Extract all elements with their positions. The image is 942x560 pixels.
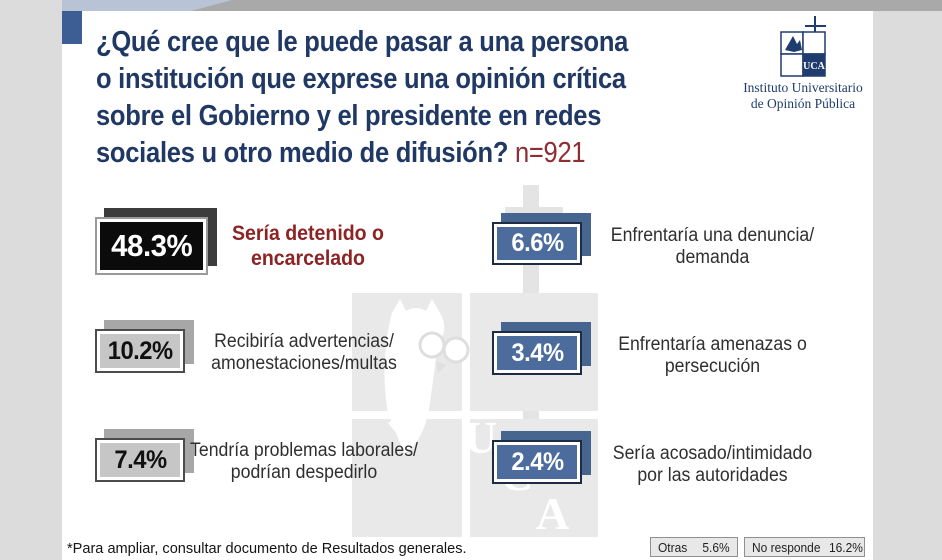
result-value: 2.4% — [510, 447, 564, 476]
top-bar-accent-shape — [62, 0, 232, 11]
watermark-letter-a: A — [536, 488, 569, 539]
footnote: *Para ampliar, consultar documento de Re… — [67, 540, 467, 557]
no-responde-label: No responde — [752, 539, 821, 555]
logo-dove-icon — [785, 36, 802, 52]
result-label-denuncia: Enfrentaría una denuncia/ demanda — [610, 225, 815, 268]
box-frame: 48.3% — [95, 217, 208, 275]
result-value: 3.4% — [510, 338, 564, 367]
result-label-acosado: Sería acosado/intimidado por las autorid… — [612, 443, 813, 486]
result-value: 48.3% — [110, 228, 193, 263]
result-label-laborales: Tendría problemas laborales/ podrían des… — [190, 440, 418, 483]
uca-watermark: U C A — [352, 185, 598, 539]
institute-name: Instituto Universitario de Opinión Públi… — [738, 80, 868, 112]
box-frame: 6.6% — [492, 222, 582, 265]
question-title: ¿Qué cree que le puede pasar a una perso… — [96, 24, 716, 172]
title-line-2: o institución que exprese una opinión cr… — [96, 63, 626, 95]
owl-illustration — [384, 299, 470, 453]
institute-name-line-1: Instituto Universitario — [743, 80, 863, 95]
title-line-4-text: sociales u otro medio de difusión? — [96, 137, 509, 169]
result-label-advertencias: Recibiría advertencias/ amonestaciones/m… — [211, 331, 397, 374]
no-responde-box: No responde 16.2% — [744, 537, 865, 557]
result-box-advertencias: 10.2% — [95, 320, 194, 373]
box-frame: 7.4% — [95, 438, 185, 482]
sample-size-label: n=921 — [514, 137, 586, 169]
iudop-logo: UCA Instituto Universitario de Opinión P… — [738, 16, 868, 112]
result-box-acosado: 2.4% — [492, 431, 591, 484]
box-frame: 3.4% — [492, 331, 582, 375]
otras-label: Otras — [658, 539, 688, 555]
result-label-detenido: Sería detenido o encarcelado — [232, 222, 384, 270]
slide-background — [62, 11, 873, 560]
box-frame: 10.2% — [95, 329, 185, 373]
result-box-amenazas: 3.4% — [492, 322, 591, 375]
result-box-laborales: 7.4% — [95, 429, 194, 482]
result-value: 6.6% — [510, 229, 564, 257]
uca-logo-icon: UCA — [780, 16, 826, 77]
institute-name-line-2: de Opinión Pública — [750, 96, 856, 111]
no-responde-value: 16.2% — [829, 539, 864, 555]
otras-value: 5.6% — [702, 539, 730, 555]
box-frame: 2.4% — [492, 440, 582, 484]
watermark-letter-u: U — [464, 412, 497, 463]
corner-accent-square — [62, 11, 82, 44]
otras-box: Otras 5.6% — [650, 537, 738, 557]
title-line-4: sociales u otro medio de difusión? n=921 — [96, 135, 642, 172]
result-value: 7.4% — [113, 445, 167, 474]
result-box-detenido: 48.3% — [95, 208, 217, 275]
result-box-denuncia: 6.6% — [492, 213, 591, 265]
title-line-1: ¿Qué cree que le puede pasar a una perso… — [96, 26, 629, 58]
result-label-amenazas: Enfrentaría amenazas o persecución — [618, 334, 807, 377]
top-bar — [62, 0, 942, 11]
logo-acronym: UCA — [803, 61, 825, 72]
title-line-3: sobre el Gobierno y el presidente en red… — [96, 100, 602, 132]
result-value: 10.2% — [107, 336, 173, 365]
